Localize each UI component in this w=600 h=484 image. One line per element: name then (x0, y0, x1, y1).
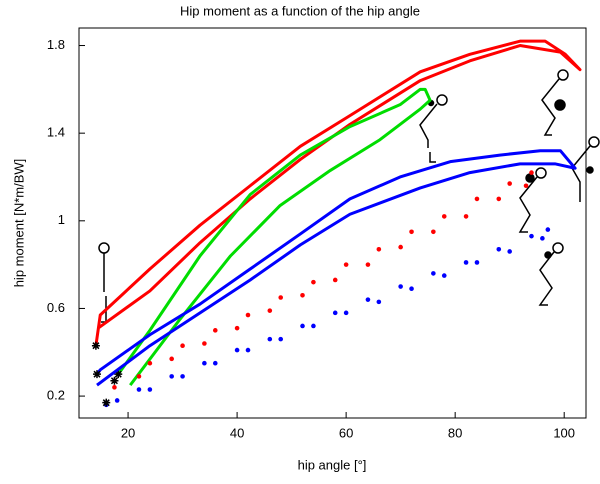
x-tick-label: 20 (121, 425, 135, 440)
data-point (169, 374, 174, 379)
plot-frame (78, 27, 587, 419)
data-point (545, 227, 551, 232)
series-line (95, 149, 577, 387)
data-point (136, 374, 142, 379)
data-point (431, 271, 436, 276)
x-tick-label: 60 (339, 425, 353, 440)
data-point (463, 260, 469, 265)
data-point (409, 229, 414, 235)
x-tick-label: 40 (230, 425, 244, 440)
data-point (234, 347, 240, 353)
data-point (212, 328, 218, 333)
data-point (496, 246, 502, 252)
data-point (278, 295, 284, 300)
data-point (376, 246, 382, 252)
data-point (365, 297, 371, 302)
data-point (441, 214, 447, 219)
data-point (474, 196, 480, 202)
y-tick-label: 0.6 (47, 300, 65, 315)
data-point (300, 323, 305, 329)
data-point (136, 387, 142, 392)
data-point (311, 279, 316, 285)
data-point (343, 262, 349, 267)
x-axis-label: hip angle [°] (298, 457, 367, 472)
data-point (463, 214, 469, 219)
data-point (112, 385, 117, 390)
data-point (332, 277, 338, 283)
data-point (147, 387, 153, 392)
data-point (507, 249, 512, 254)
y-tick-label: 1 (58, 212, 65, 227)
data-point (441, 273, 447, 278)
start-marker (91, 341, 100, 350)
data-point (409, 286, 414, 292)
series-line (117, 87, 432, 387)
start-marker (110, 376, 119, 385)
data-point (245, 347, 251, 353)
x-tick-label: 100 (553, 425, 575, 440)
data-point (496, 196, 502, 202)
data-point (529, 233, 534, 239)
x-tick-label: 80 (448, 425, 462, 440)
data-point (234, 325, 240, 331)
data-point (267, 336, 273, 342)
y-tick-label: 1.4 (47, 125, 65, 140)
data-point (202, 341, 207, 346)
data-point (202, 360, 207, 366)
chart-title: Hip moment as a function of the hip angl… (180, 3, 420, 18)
data-point (169, 356, 174, 362)
series-line (94, 39, 582, 346)
data-point (267, 308, 273, 313)
data-point (398, 284, 403, 289)
data-point (540, 236, 545, 241)
start-marker (114, 370, 123, 379)
start-marker (92, 370, 101, 379)
data-point (507, 181, 512, 186)
data-point (523, 183, 529, 189)
data-point (300, 293, 305, 298)
data-point (332, 310, 338, 316)
data-point (343, 310, 349, 316)
data-point (376, 299, 382, 305)
y-tick-label: 0.2 (47, 388, 65, 403)
y-tick-label: 1.8 (47, 37, 65, 52)
data-point (311, 323, 316, 329)
data-point (180, 343, 185, 348)
data-point (474, 260, 480, 265)
start-marker (102, 398, 111, 407)
data-point (114, 398, 120, 403)
y-axis-label: hip moment [N*m/BW] (11, 159, 26, 288)
data-point (278, 336, 284, 342)
data-point (431, 229, 436, 235)
data-point (398, 244, 403, 250)
data-point (212, 360, 218, 366)
data-point (365, 262, 371, 267)
data-point (180, 374, 185, 379)
data-point (529, 170, 534, 175)
data-point (245, 312, 251, 318)
data-point (147, 360, 153, 366)
stick-figures (98, 69, 600, 323)
